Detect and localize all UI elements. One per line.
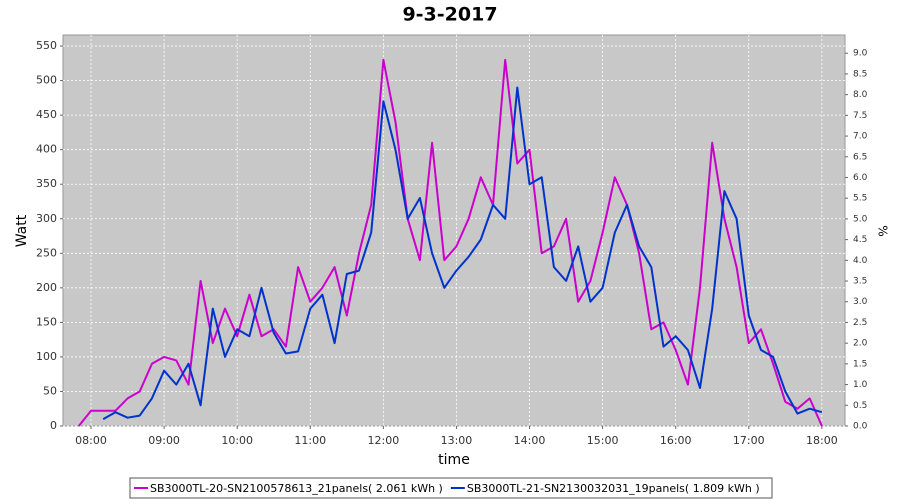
y2-tick-label: 6.5 (853, 152, 867, 162)
x-tick-label: 13:00 (441, 434, 473, 447)
y2-tick-label: 4.0 (853, 256, 868, 266)
x-axis-label: time (438, 452, 470, 468)
y-tick-label: 450 (36, 108, 57, 121)
y2-tick-label: 8.5 (853, 69, 867, 79)
y2-tick-label: 2.5 (853, 318, 867, 328)
y2-tick-label: 9.0 (853, 49, 868, 59)
series-line (78, 58, 823, 427)
x-tick-label: 17:00 (733, 434, 765, 447)
y2-axis-label: % (876, 225, 890, 236)
y-tick-label: 350 (36, 177, 57, 190)
y-tick-label: 550 (36, 39, 57, 52)
y-tick-label: 500 (36, 74, 57, 87)
legend-label: SB3000TL-21-SN2130032031_19panels( 1.809… (467, 482, 760, 495)
x-tick-label: 18:00 (806, 434, 838, 447)
y2-tick-label: 7.0 (853, 132, 868, 142)
x-tick-label: 10:00 (221, 434, 253, 447)
x-tick-label: 11:00 (294, 434, 326, 447)
y2-tick-label: 5.5 (853, 194, 867, 204)
y2-tick-label: 2.0 (853, 339, 868, 349)
y-tick-label: 400 (36, 143, 57, 156)
chart-title: 9-3-2017 (402, 4, 497, 26)
y2-tick-label: 3.5 (853, 277, 867, 287)
y-tick-label: 150 (36, 315, 57, 328)
y2-tick-label: 6.0 (853, 173, 868, 183)
x-tick-label: 08:00 (75, 434, 107, 447)
series-line (102, 86, 823, 420)
x-tick-label: 09:00 (148, 434, 180, 447)
x-tick-label: 15:00 (587, 434, 619, 447)
x-tick-label: 16:00 (660, 434, 692, 447)
x-tick-label: 14:00 (514, 434, 546, 447)
plot-area (62, 34, 846, 427)
x-tick-label: 12:00 (368, 434, 400, 447)
y2-tick-label: 8.0 (853, 90, 868, 100)
y2-tick-label: 7.5 (853, 111, 867, 121)
y-tick-label: 300 (36, 212, 57, 225)
y2-tick-label: 0.0 (853, 422, 868, 432)
y-tick-label: 0 (50, 419, 57, 432)
y-tick-label: 200 (36, 281, 57, 294)
y2-tick-label: 5.0 (853, 214, 868, 224)
y-tick-label: 250 (36, 246, 57, 259)
legend-label: SB3000TL-20-SN2100578613_21panels( 2.061… (150, 482, 443, 495)
y2-tick-label: 0.5 (853, 401, 867, 411)
y-axis-label: Watt (14, 214, 30, 247)
y2-tick-label: 1.5 (853, 359, 867, 369)
y2-tick-label: 4.5 (853, 235, 867, 245)
y2-tick-label: 3.0 (853, 297, 868, 307)
y-tick-label: 100 (36, 350, 57, 363)
y2-tick-label: 1.0 (853, 380, 868, 390)
y-tick-label: 50 (43, 384, 57, 397)
